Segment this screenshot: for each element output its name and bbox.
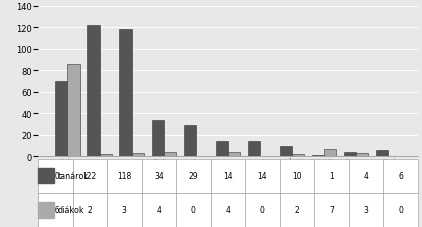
Bar [119,30,132,157]
Bar [292,155,304,157]
Bar [55,82,68,157]
Bar [100,155,112,157]
Bar [228,152,240,157]
Bar [248,142,260,157]
Bar [356,153,368,157]
Bar [132,153,144,157]
Text: diákok: diákok [58,205,84,215]
Bar [184,126,196,157]
Bar [344,152,356,157]
Bar [151,120,164,157]
Text: tanárok: tanárok [58,171,89,180]
Bar [164,152,176,157]
Bar [216,142,228,157]
Bar [87,26,100,157]
Bar [376,150,388,157]
Bar [280,146,292,157]
Bar [324,149,336,157]
Bar [68,65,80,157]
Bar [312,155,324,157]
